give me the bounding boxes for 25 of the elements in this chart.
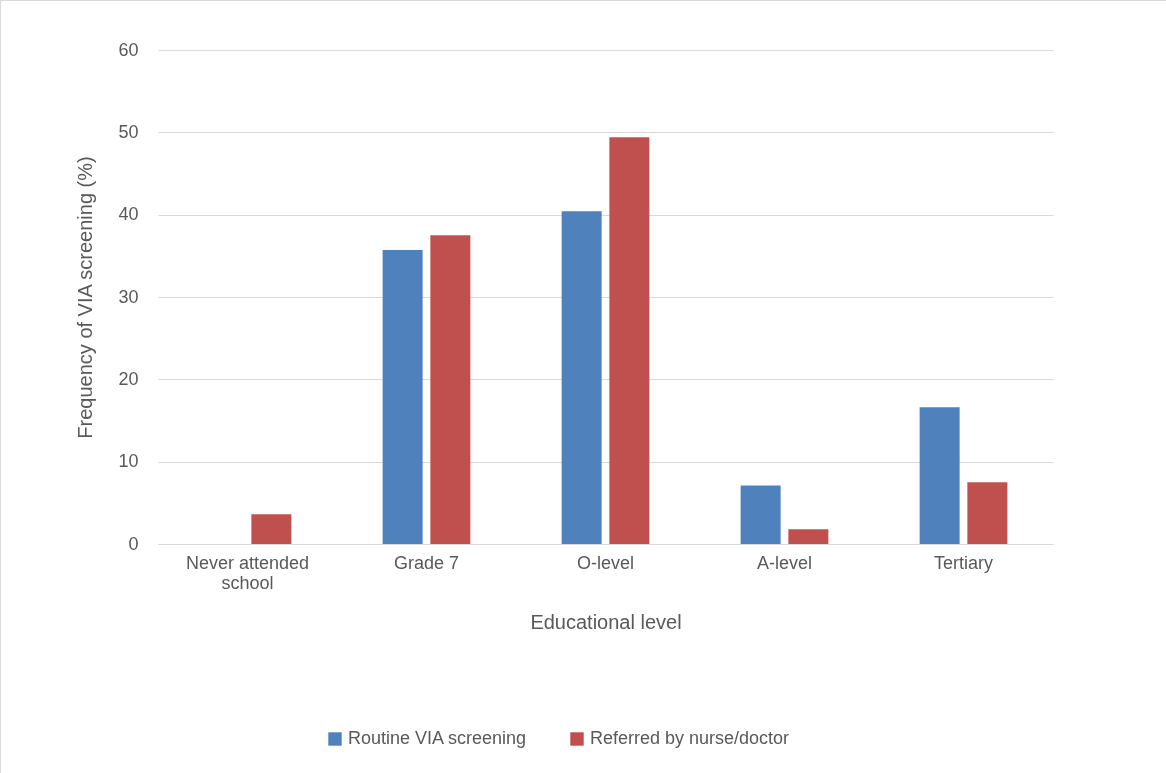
bar bbox=[740, 485, 781, 544]
legend-label: Referred by nurse/doctor bbox=[590, 728, 790, 748]
bar bbox=[430, 235, 471, 544]
bar bbox=[561, 211, 602, 544]
legend-label: Routine VIA screening bbox=[348, 728, 527, 748]
y-tick-label: 0 bbox=[128, 533, 139, 554]
x-tick-label: A-level bbox=[756, 552, 813, 573]
y-axis-title: Frequency of VIA screening (%) bbox=[74, 156, 97, 439]
bar bbox=[967, 482, 1008, 544]
y-tick-label: 50 bbox=[118, 121, 139, 142]
bar bbox=[251, 514, 292, 544]
x-tick-label: Grade 7 bbox=[393, 552, 460, 573]
y-tick-label: 40 bbox=[118, 204, 139, 225]
x-axis-title: Educational level bbox=[530, 610, 682, 633]
y-tick-label: 10 bbox=[118, 451, 139, 472]
x-tick-label: Tertiary bbox=[933, 552, 994, 573]
bar bbox=[609, 137, 650, 544]
y-tick-label: 30 bbox=[118, 286, 139, 307]
x-tick-label: O-level bbox=[576, 552, 635, 573]
y-tick-label: 20 bbox=[118, 368, 139, 389]
bar bbox=[382, 250, 423, 544]
y-tick-label: 60 bbox=[118, 39, 139, 60]
x-tick-label: Never attended school bbox=[185, 552, 310, 593]
bar bbox=[788, 529, 829, 544]
bar bbox=[919, 407, 960, 544]
